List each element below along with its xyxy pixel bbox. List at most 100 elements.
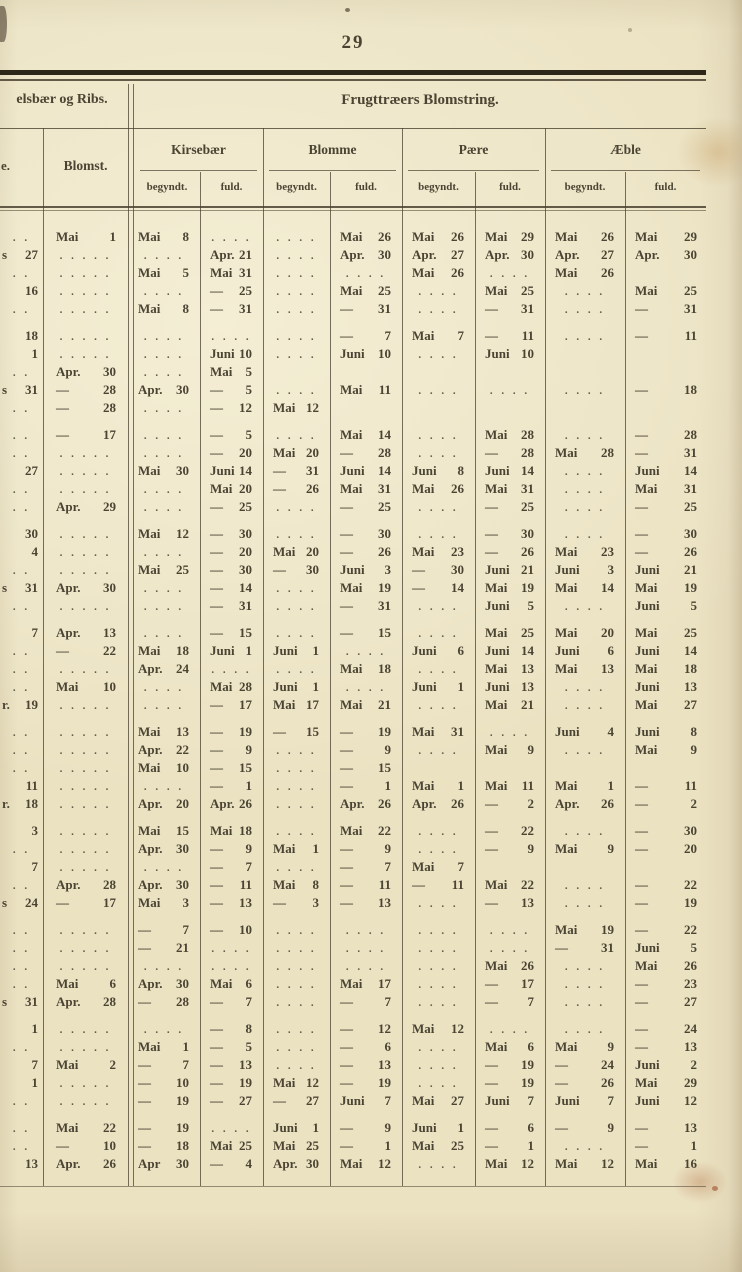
vertical-rule xyxy=(200,172,201,1186)
table-cell: —19 xyxy=(485,1057,534,1072)
table-cell: Mai 9 xyxy=(635,742,697,757)
row-group: 1 . . . . . . . . . —8 . . . . —12 Mai 12 . . . … xyxy=(0,1020,706,1110)
table-cell: . . . . xyxy=(143,601,185,613)
table-cell: —24 xyxy=(555,1057,614,1072)
table-cell: . . . . . xyxy=(59,781,112,793)
table-cell: Mai 13 xyxy=(555,661,614,676)
table-cell: . . . . xyxy=(276,583,317,595)
speck-artifact xyxy=(628,28,632,32)
page-number: 29 xyxy=(341,32,365,53)
table-cell: —13 xyxy=(485,895,534,910)
table-cell: —19 xyxy=(210,724,252,739)
table-cell: . . xyxy=(12,943,31,955)
subcolumn-header-fuld: fuld. xyxy=(220,181,243,193)
table-cell: Apr. 28 xyxy=(56,994,116,1009)
table-cell: . . . . xyxy=(211,943,252,955)
table-cell: Mai 31 xyxy=(485,481,534,496)
table-cell: . . . . xyxy=(418,961,459,973)
table-cell: s 31 xyxy=(2,382,38,397)
table-row: 1 . . . . . . . . . Juni 10 . . . . Juni 10 . . … xyxy=(0,345,706,363)
table-cell xyxy=(545,363,625,381)
table-cell: . . xyxy=(12,646,31,658)
table-cell xyxy=(475,363,545,381)
horizontal-rule xyxy=(269,170,396,172)
table-cell: . . . . . xyxy=(59,565,112,577)
table-row: 7 Apr. 13 . . . . —15 . . . . —15 . . . . Mai 25 M… xyxy=(0,624,706,642)
table-cell: Juni 21 xyxy=(635,562,697,577)
table-cell: —17 xyxy=(485,976,534,991)
table-cell: Mai 7 xyxy=(412,328,464,343)
table-row: 3 . . . . . Mai 15 Mai 18 . . . . Mai 22 . . . . —… xyxy=(0,822,706,840)
table-cell: Apr. 26 xyxy=(56,1156,116,1171)
table-cell: . . . . xyxy=(345,268,387,280)
table-cell: Mai 25 xyxy=(485,625,534,640)
table-cell: . . . . . xyxy=(59,331,112,343)
row-group: 3 . . . . . Mai 15 Mai 18 . . . . Mai 22 . . . . —… xyxy=(0,822,706,912)
table-cell: . . xyxy=(12,430,31,442)
blomst-column-header: Blomst. xyxy=(63,158,108,173)
table-cell: . . . . . xyxy=(59,601,112,613)
table-cell: . . . . . xyxy=(59,1096,112,1108)
table-cell: —24 xyxy=(635,1021,697,1036)
table-cell: —11 xyxy=(210,877,252,892)
table-cell: Mai 31 xyxy=(635,481,697,496)
table-cell: Mai 27 xyxy=(635,697,697,712)
table-cell: . . . . . xyxy=(59,961,112,973)
table-cell: —31 xyxy=(210,301,252,316)
column-header-æble: Æble xyxy=(610,142,641,157)
table-cell: Mai 17 xyxy=(273,697,319,712)
table-row: . . —22 Mai 18 Juni 1 Juni 1 . . . . Juni 6 Juni 14 J… xyxy=(0,642,706,660)
table-cell: Apr. 30 xyxy=(56,364,116,379)
table-cell: . . . . xyxy=(276,799,317,811)
table-cell: Apr 30 xyxy=(138,1156,189,1171)
table-row: 7 Mai 2 —7 —13 . . . . —13 . . . . —19 —24 Juni 2 xyxy=(0,1056,706,1074)
table-cell: —31 xyxy=(340,301,391,316)
table-cell: —31 xyxy=(555,940,614,955)
table-cell xyxy=(402,363,475,381)
table-cell: —28 xyxy=(138,994,189,1009)
table-cell: —22 xyxy=(635,877,697,892)
table-cell: . . . . xyxy=(418,898,459,910)
table-cell xyxy=(545,858,625,876)
table-cell: Juni 8 xyxy=(412,463,464,478)
table-row: s 31 Apr. 28 —28 —7 . . . . —7 . . . . —7 . . . . —… xyxy=(0,993,706,1011)
row-group: . . —17 . . . . —5 . . . . Mai 14 . . . . Mai 28.… xyxy=(0,426,706,516)
table-cell: . . . . xyxy=(489,925,531,937)
table-cell: Mai 22 xyxy=(56,1120,116,1135)
table-cell: Mai 19 xyxy=(485,580,534,595)
table-cell: Mai 25 xyxy=(273,1138,319,1153)
table-cell: Mai 26 xyxy=(555,229,614,244)
table-cell: 11 xyxy=(25,778,38,793)
table-cell: —1 xyxy=(340,778,391,793)
table-cell: . . . . xyxy=(276,826,317,838)
table-cell xyxy=(263,363,330,381)
table-row: . . —17 . . . . —5 . . . . Mai 14 . . . . Mai 28.… xyxy=(0,426,706,444)
table-cell: Mai 20 xyxy=(273,544,319,559)
table-cell: —19 xyxy=(485,1075,534,1090)
table-cell: Mai 16 xyxy=(635,1156,697,1171)
table-cell: Mai 25 xyxy=(635,625,697,640)
table-cell: . . xyxy=(12,367,31,379)
table-cell: —11 xyxy=(635,778,697,793)
horizontal-rule xyxy=(0,210,706,211)
table-cell xyxy=(545,345,625,363)
table-row: . . Mai 10 . . . . Mai 28 Juni 1 . . . . Juni 1 Jun… xyxy=(0,678,706,696)
table-cell: —10 xyxy=(138,1075,189,1090)
table-cell: . . . . xyxy=(276,1060,317,1072)
table-cell: —12 xyxy=(340,1021,391,1036)
table-cell: Mai 5 xyxy=(138,265,189,280)
subcolumn-header-begyndt: begyndt. xyxy=(564,181,606,193)
table-cell: Mai 26 xyxy=(340,229,391,244)
table-cell: Mai 14 xyxy=(340,427,391,442)
table-row: r. 19 . . . . . . . . . —17 Mai 17 Mai 21 . . . .… xyxy=(0,696,706,714)
table-cell: . . xyxy=(12,979,31,991)
table-row: s 31 Apr. 30 . . . . —14 . . . . Mai 19 —14 Mai 19 M… xyxy=(0,579,706,597)
table-cell: Juni 5 xyxy=(485,598,534,613)
table-cell: . . . . . xyxy=(59,925,112,937)
table-cell: . . . . . xyxy=(59,700,112,712)
table-row: . . —28 . . . . —12 Mai 12 xyxy=(0,399,706,417)
table-cell: Juni 10 xyxy=(485,346,534,361)
table-cell xyxy=(625,399,706,417)
table-cell: . . . . xyxy=(418,304,459,316)
table-cell: Mai 13 xyxy=(138,724,189,739)
